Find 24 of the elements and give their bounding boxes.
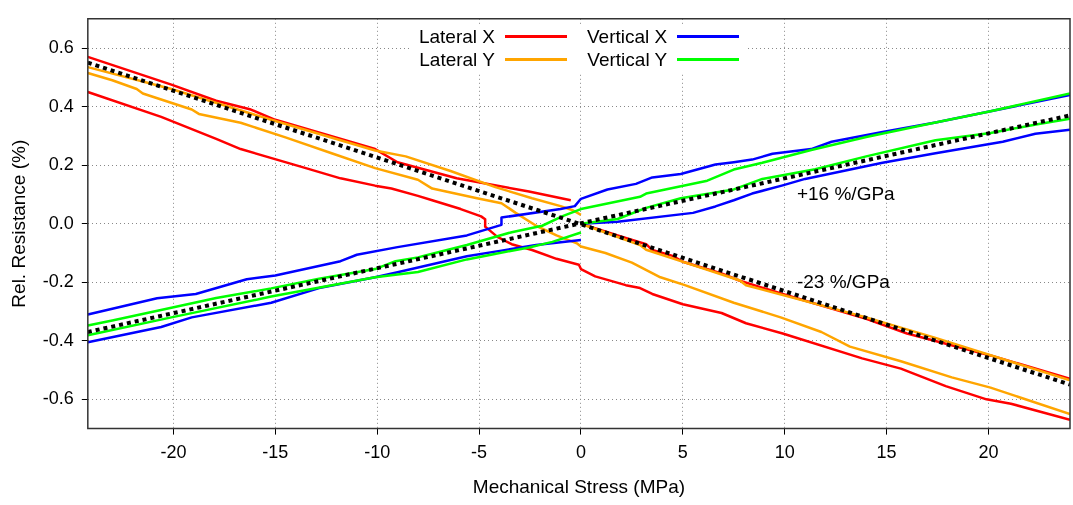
x-tick-label: -15 (262, 442, 289, 463)
annotation: -23 %/GPa (796, 271, 891, 293)
legend-label: Vertical X (586, 24, 668, 48)
y-axis-title: Rel. Resistance (%) (7, 139, 29, 308)
legend-label: Lateral X (418, 24, 495, 48)
legend-label: Lateral Y (419, 47, 495, 71)
y-tick-label: -0.6 (42, 388, 74, 409)
x-tick-label: -20 (160, 442, 187, 463)
legend-label: Vertical Y (587, 47, 668, 71)
x-tick-label: 5 (677, 442, 688, 463)
x-axis-title: Mechanical Stress (MPa) (472, 475, 686, 497)
x-tick-label: 0 (575, 442, 586, 463)
y-tick-label: 0.6 (48, 37, 74, 58)
y-tick-label: 0.4 (48, 95, 74, 116)
y-tick-label: -0.4 (42, 329, 74, 350)
x-tick-label: -10 (364, 442, 391, 463)
y-tick-label: -0.2 (42, 271, 74, 292)
x-tick-label: 20 (978, 442, 999, 463)
x-tick-label: 15 (876, 442, 897, 463)
annotation: +16 %/GPa (796, 183, 896, 205)
x-tick-label: 10 (774, 442, 795, 463)
y-tick-label: 0.0 (48, 212, 74, 233)
x-tick-label: -5 (471, 442, 488, 463)
y-tick-label: 0.2 (48, 154, 74, 175)
